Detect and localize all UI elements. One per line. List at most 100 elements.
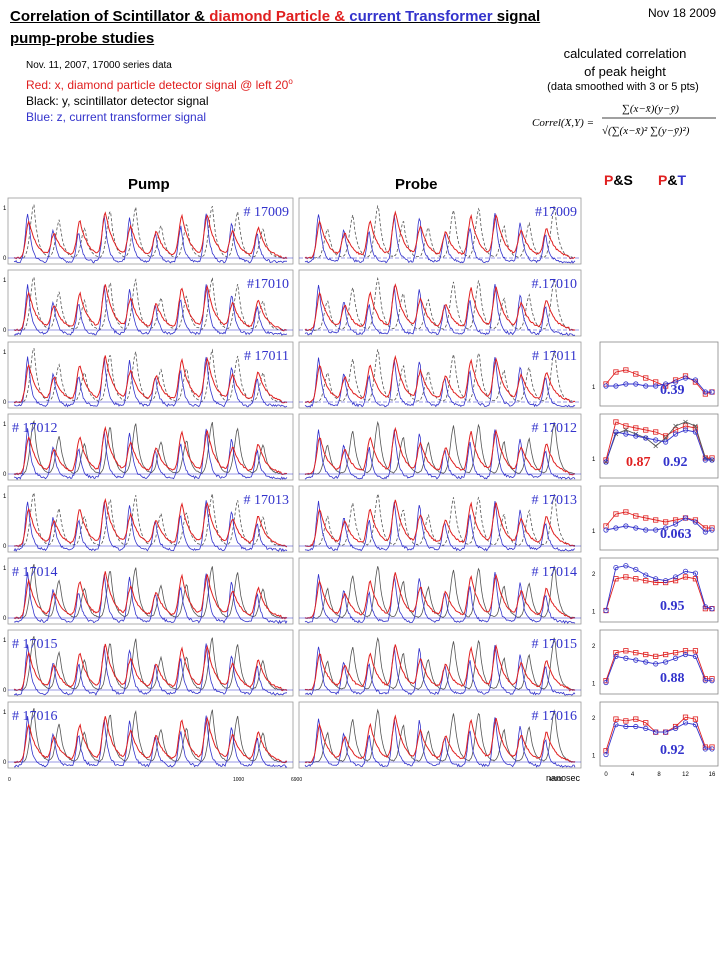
corr-black-point (663, 435, 668, 441)
pump-panel-frame (7, 629, 294, 697)
corr-red-point (682, 423, 689, 429)
probe-diamond-trace (304, 426, 576, 476)
corr-blue-point (709, 746, 715, 752)
probe-scintillator-trace (304, 420, 576, 475)
corr-blue-point (663, 659, 669, 665)
corr-panel-frame (599, 557, 719, 623)
pump-ytick-bottom: 0 (3, 760, 7, 766)
pump-ytick-bottom: 0 (3, 328, 7, 334)
pt-column-header: P&T (658, 172, 686, 188)
corr-red-point (682, 648, 689, 654)
corr-red-line (605, 650, 712, 681)
title-part2: signal (496, 8, 541, 25)
corr-value-pt: 0.39 (660, 383, 685, 398)
probe-current-transformer-trace (304, 357, 576, 408)
corr-blue-point (643, 435, 649, 441)
corr-red-point (672, 578, 679, 584)
corr-blue-point (653, 383, 659, 389)
probe-xtick: 47900 (549, 777, 563, 783)
title-part1: Correlation of Scintillator & (10, 8, 210, 25)
pump-ytick-top: 1 (3, 710, 7, 716)
corr-blue-point (643, 383, 649, 389)
corr-blue-point (672, 725, 679, 732)
corr-black-point (623, 427, 629, 433)
corr-blue-line (605, 654, 712, 683)
pump-diamond-trace (13, 211, 288, 260)
corr-ytick: 1 (592, 529, 596, 535)
corr-red-point (623, 718, 629, 724)
corr-red-point (643, 578, 649, 584)
corr-red-point (633, 513, 639, 519)
probe-shot-label: # 17016 (532, 709, 578, 724)
corr-blue-point (643, 572, 649, 578)
pump-column-header: Pump (128, 176, 170, 193)
corr-blue-point (709, 678, 715, 684)
formula-lhs: Correl(X,Y) = (532, 117, 594, 129)
corr-value-pt: 0.92 (663, 455, 688, 470)
corr-blue-point (633, 381, 639, 387)
pump-current-transformer-trace (13, 643, 287, 696)
corr-xtick: 8 (657, 772, 661, 778)
corr-blue-line (605, 565, 713, 611)
corr-red-line (605, 511, 712, 529)
pump-current-transformer-trace (13, 284, 288, 336)
pump-scintillator-trace (13, 563, 288, 619)
probe-current-transformer-trace (304, 213, 576, 264)
pump-ytick-top: 1 (3, 422, 7, 428)
correlation-formula: Correl(X,Y) = ∑(x−x̄)(y−ȳ) √(∑(x−x̄)² ∑(… (532, 103, 716, 137)
pump-ytick-top: 1 (3, 638, 7, 644)
info-line2-sup: o (288, 77, 293, 86)
probe-scintillator-trace (304, 493, 576, 547)
corr-blue-point (603, 679, 609, 686)
corr-blue-point (603, 751, 609, 758)
corr-red-point (643, 720, 649, 726)
corr-red-point (653, 429, 659, 435)
corr-blue-point (702, 457, 708, 463)
corr-blue-point (623, 523, 629, 529)
corr-red-point (633, 716, 639, 722)
corr-xtick: 12 (682, 772, 689, 778)
corr-blue-point (709, 457, 715, 463)
corr-blue-point (653, 661, 659, 667)
corr-xtick: 0 (604, 772, 608, 778)
corr-ytick: 2 (592, 716, 596, 722)
pump-scintillator-trace (13, 204, 288, 259)
corr-red-point (613, 511, 619, 517)
corr-red-point (633, 371, 639, 377)
corr-blue-point (613, 525, 619, 531)
corr-red-point (682, 714, 689, 720)
corr-blue-point (702, 678, 708, 684)
corr-black-point (693, 423, 698, 429)
pump-ytick-top: 1 (3, 206, 7, 212)
ps-p: P (604, 172, 614, 188)
pump-shot-label: # 17011 (244, 349, 289, 364)
pump-ytick-top: 1 (3, 350, 7, 356)
pt-amp: & (667, 172, 678, 188)
corr-panel-frame (599, 413, 719, 479)
date-label: Nov 18 2009 (647, 6, 716, 20)
pump-scintillator-trace (13, 708, 288, 763)
corr-blue-point (672, 379, 679, 385)
corr-blue-point (682, 568, 689, 574)
corr-value-ps: 0.87 (626, 455, 651, 470)
pump-shot-label: # 17012 (12, 421, 58, 436)
corr-red-point (633, 576, 639, 582)
corr-blue-point (702, 529, 708, 535)
probe-panel-frame (298, 557, 582, 625)
corr-blue-point (663, 729, 669, 735)
corr-blue-point (682, 515, 689, 521)
corr-panel-frame (599, 629, 719, 695)
corr-panel-frame (599, 701, 719, 767)
pump-scintillator-trace (13, 636, 288, 691)
pump-diamond-trace (13, 355, 288, 404)
pump-shot-label: #17010 (247, 277, 289, 292)
ps-amp: & (613, 172, 624, 188)
probe-diamond-trace (304, 644, 576, 692)
corr-blue-point (682, 375, 689, 381)
corr-red-point (643, 427, 649, 433)
corr-blue-point (702, 604, 708, 610)
corr-blue-point (682, 651, 689, 658)
corr-red-point (613, 716, 619, 722)
corr-red-point (613, 369, 619, 375)
corr-blue-line (605, 429, 712, 463)
